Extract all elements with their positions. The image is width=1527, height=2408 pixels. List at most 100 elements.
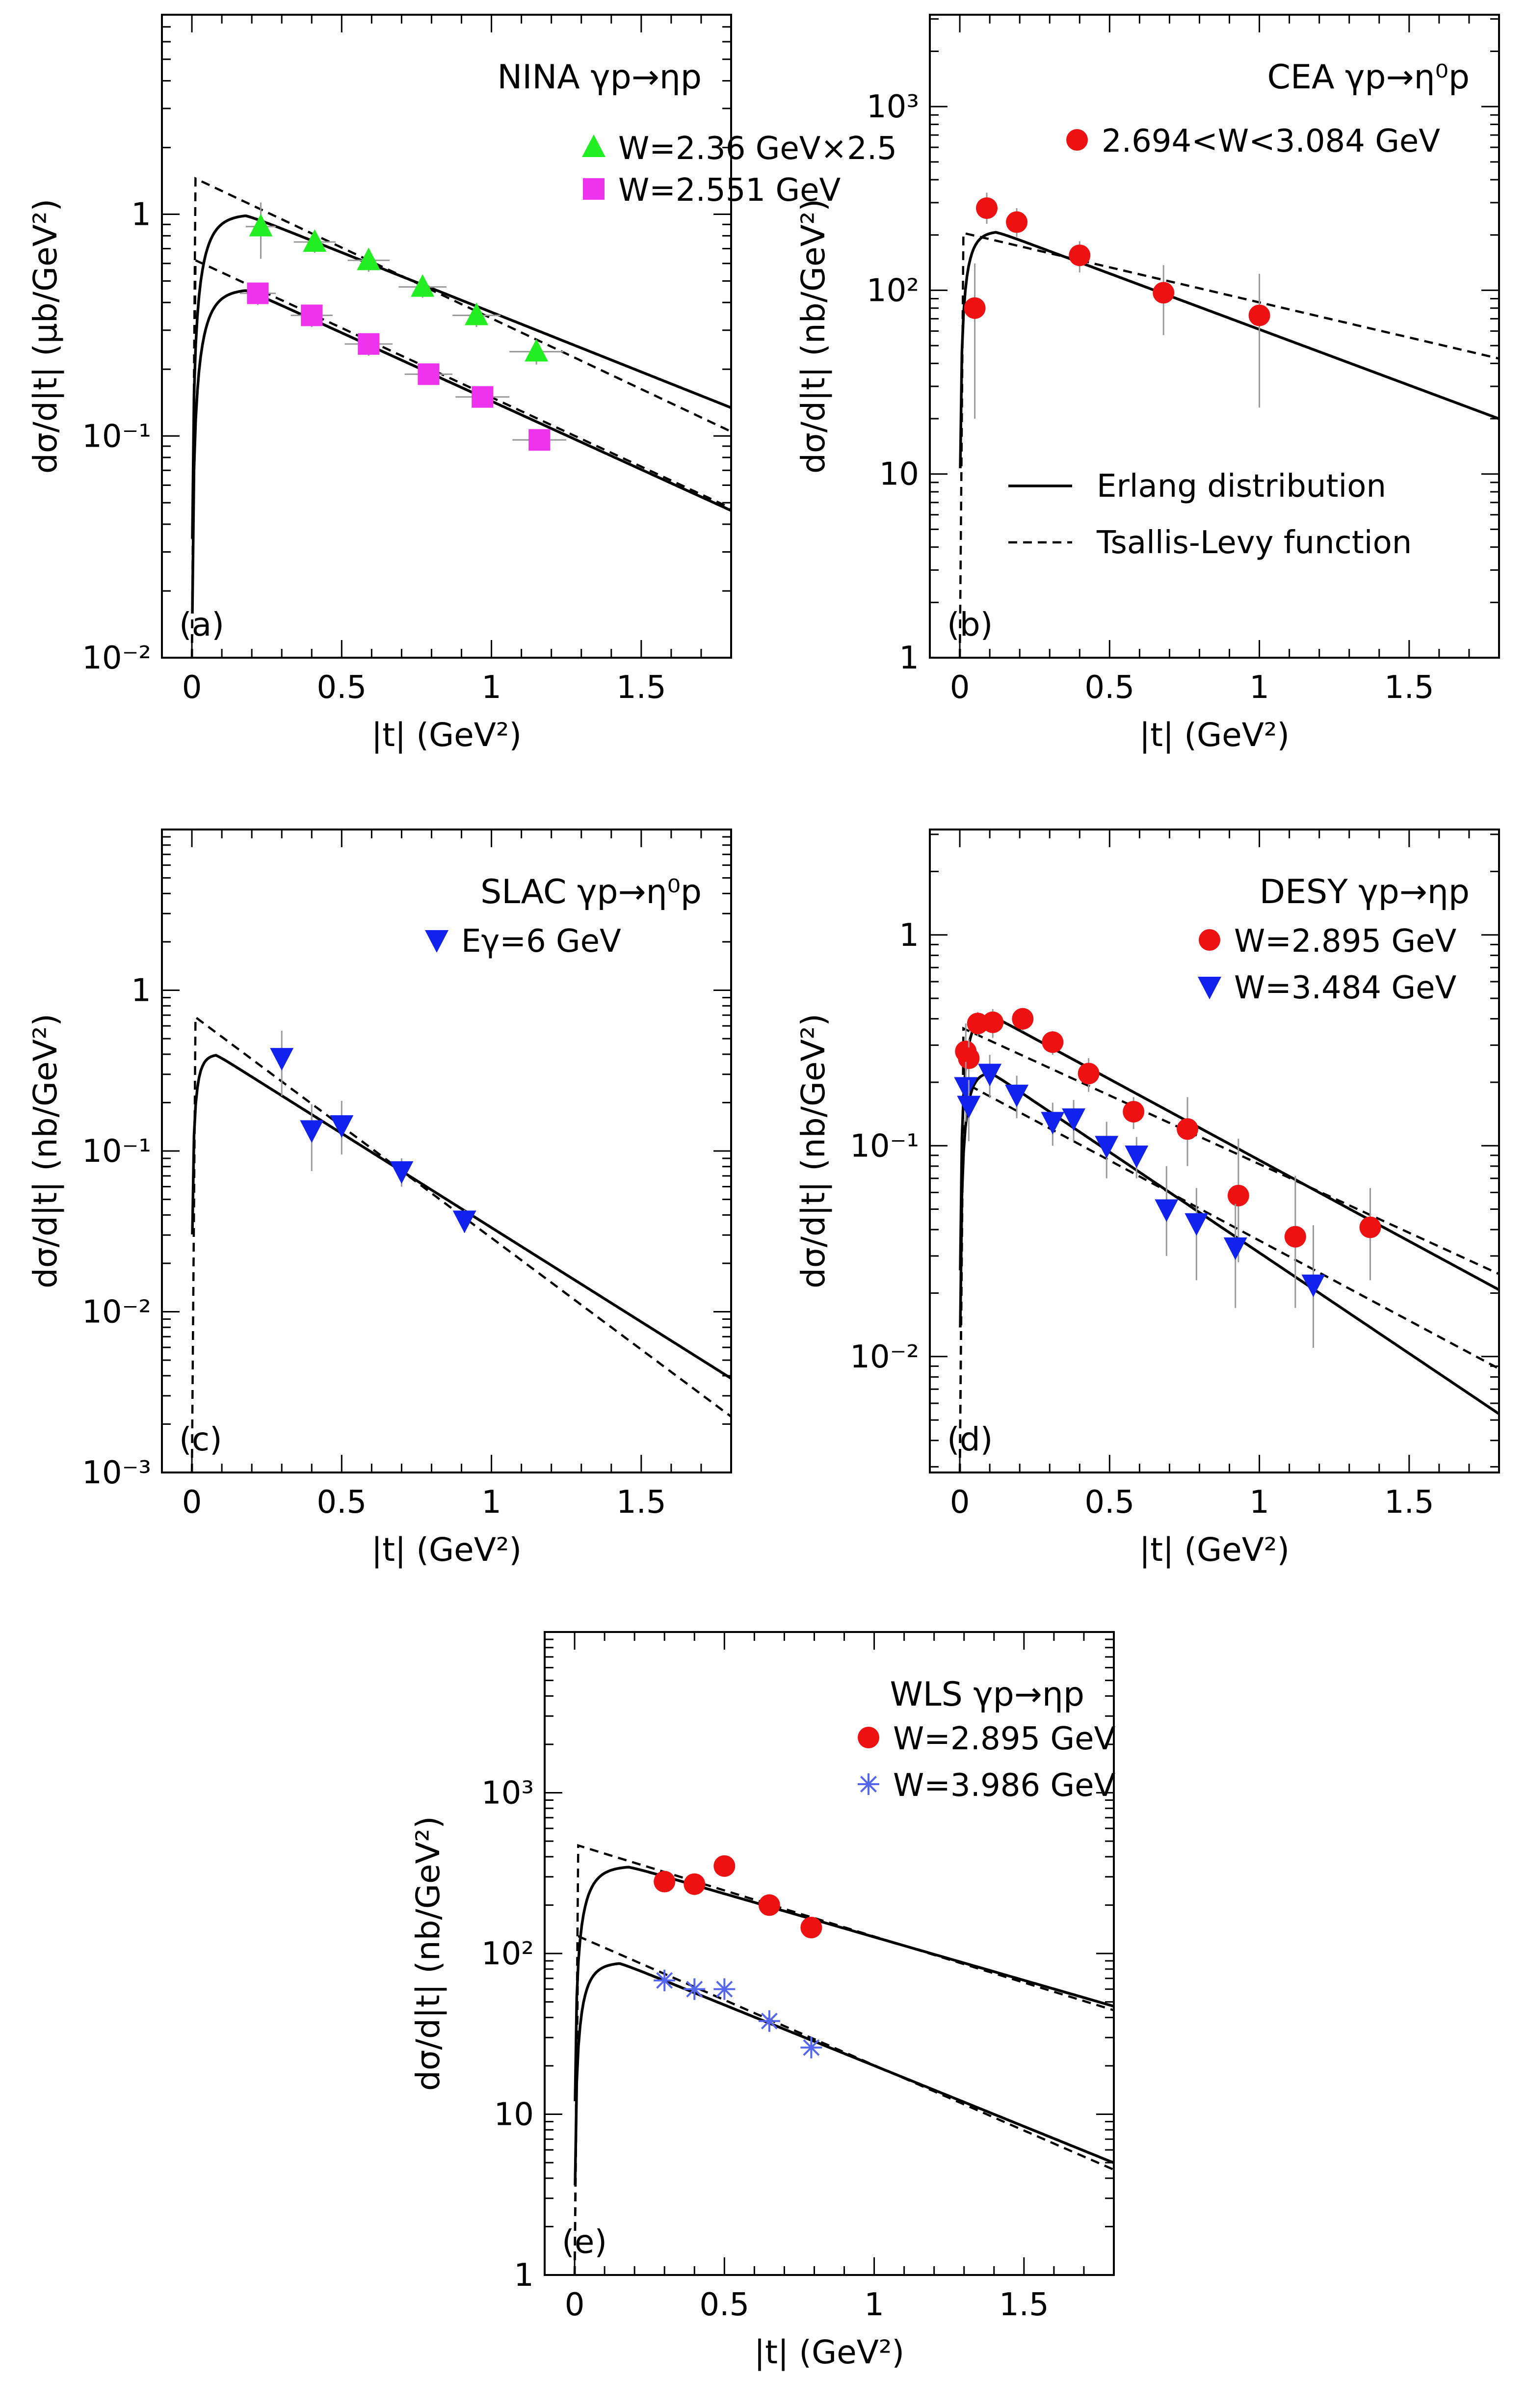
tsallis-curve-2 bbox=[190, 258, 731, 658]
x-tick-label: 0 bbox=[182, 669, 202, 706]
marker-stroke bbox=[656, 1972, 673, 1989]
tsallis-curve-1 bbox=[573, 1844, 1114, 2275]
y-tick-label: 10⁻² bbox=[82, 1294, 151, 1331]
series-1 bbox=[654, 1855, 822, 1939]
data-point bbox=[1155, 1199, 1179, 1222]
x-axis-label: |t| (GeV²) bbox=[371, 716, 522, 754]
legend-marker-1 bbox=[1066, 129, 1088, 151]
y-tick-label: 10⁻³ bbox=[82, 1455, 151, 1491]
legend-tsallis-label: Tsallis-Levy function bbox=[1096, 525, 1412, 561]
data-point bbox=[978, 1064, 1002, 1087]
data-point bbox=[301, 304, 323, 326]
data-point bbox=[1223, 1237, 1247, 1260]
x-axis-label: |t| (GeV²) bbox=[1139, 716, 1290, 754]
data-point bbox=[684, 1978, 706, 2000]
series-1 bbox=[955, 1008, 1381, 1308]
legend-label-1: W=2.895 GeV bbox=[893, 1721, 1115, 1757]
legend-marker-1 bbox=[858, 1727, 879, 1748]
legend-label-1: 2.694<W<3.084 GeV bbox=[1102, 123, 1440, 160]
x-tick-label: 1 bbox=[864, 2287, 884, 2323]
data-point bbox=[1042, 1031, 1064, 1053]
marker-stroke bbox=[860, 1776, 877, 1793]
x-axis-label: |t| (GeV²) bbox=[754, 2333, 904, 2371]
y-tick-label: 10⁻² bbox=[82, 640, 151, 676]
y-tick-label: 10⁻¹ bbox=[850, 1128, 919, 1164]
panel-title: WLS γp→ηp bbox=[890, 1675, 1084, 1714]
data-point bbox=[1125, 1145, 1149, 1168]
curves bbox=[573, 1844, 1114, 2275]
x-tick-label: 0.5 bbox=[1084, 1484, 1134, 1521]
data-point bbox=[957, 1096, 981, 1119]
x-tick-label: 0 bbox=[950, 669, 970, 706]
legend-label-2: W=3.986 GeV bbox=[893, 1767, 1115, 1804]
panel-e: 0 0.5 1 1.5 10³ 10² 10 1 |t| (GeV²) dσ/d|t| (nb/G… bbox=[409, 1631, 1115, 2371]
data-point bbox=[525, 339, 549, 362]
x-tick-label: 0 bbox=[950, 1484, 970, 1521]
data-point bbox=[390, 1161, 414, 1184]
data-point bbox=[1185, 1213, 1209, 1236]
data-point bbox=[247, 282, 269, 304]
curves bbox=[958, 231, 1499, 658]
data-point bbox=[411, 274, 435, 297]
y-tick-label: 1 bbox=[131, 197, 151, 233]
y-tick-label: 10 bbox=[494, 2097, 534, 2133]
tsallis-curve-1 bbox=[958, 1026, 1499, 1472]
data-point bbox=[654, 1871, 676, 1893]
x-tick-label: 1.5 bbox=[1384, 669, 1434, 706]
series-1 bbox=[964, 192, 1270, 419]
data-point bbox=[1248, 304, 1270, 326]
y-tick-label: 1 bbox=[899, 640, 919, 676]
curves bbox=[190, 1015, 731, 1472]
tsallis-curve-1 bbox=[190, 1015, 731, 1472]
panel-title: DESY γp→ηp bbox=[1260, 873, 1470, 911]
plot-frame bbox=[929, 829, 1500, 1473]
data-point bbox=[1069, 244, 1091, 267]
data-point bbox=[358, 333, 380, 355]
legend-label-1: Eγ=6 GeV bbox=[461, 923, 621, 960]
data-point bbox=[300, 1120, 324, 1143]
x-tick-label: 0 bbox=[182, 1484, 202, 1521]
x-tick-label: 0.5 bbox=[1084, 669, 1134, 706]
x-tick-label: 1 bbox=[1249, 1484, 1269, 1521]
y-axis-label: dσ/d|t| (nb/GeV²) bbox=[409, 1816, 447, 2091]
legend-marker-2 bbox=[583, 178, 605, 200]
panel-label: (d) bbox=[947, 1420, 993, 1458]
data-point bbox=[958, 1047, 980, 1070]
y-axis-label: dσ/d|t| (nb/GeV²) bbox=[794, 1014, 832, 1288]
data-point bbox=[976, 197, 998, 219]
data-point bbox=[1062, 1108, 1086, 1131]
curves bbox=[190, 177, 731, 658]
data-point bbox=[982, 1011, 1004, 1033]
data-point bbox=[684, 1873, 706, 1895]
data-point bbox=[472, 386, 494, 408]
x-tick-label: 0.5 bbox=[316, 1484, 367, 1521]
data-point bbox=[713, 1855, 736, 1877]
data-point bbox=[1078, 1063, 1100, 1085]
data-point bbox=[954, 1077, 978, 1100]
tsallis-curve-1 bbox=[190, 177, 731, 658]
data-point bbox=[249, 214, 273, 237]
data-point bbox=[713, 1978, 736, 2000]
marker-stroke bbox=[686, 1980, 703, 1998]
x-tick-label: 1 bbox=[1249, 669, 1269, 706]
data-point bbox=[1153, 282, 1175, 304]
x-tick-label: 1 bbox=[481, 1484, 501, 1521]
legend-marker-1 bbox=[582, 134, 606, 157]
erlang-curve-2 bbox=[191, 289, 731, 614]
erlang-curve-2 bbox=[574, 1962, 1114, 2186]
data-point bbox=[1005, 1084, 1029, 1107]
legend-marker-2 bbox=[1198, 977, 1221, 999]
x-axis-label: |t| (GeV²) bbox=[1139, 1531, 1290, 1569]
panel-title: CEA γp→η⁰p bbox=[1267, 58, 1470, 97]
x-tick-label: 1.5 bbox=[999, 2287, 1049, 2323]
series-2 bbox=[654, 1969, 822, 2059]
y-tick-label: 10² bbox=[481, 1936, 534, 1972]
data-point bbox=[303, 229, 327, 252]
data-point bbox=[758, 1894, 780, 1916]
data-point bbox=[1301, 1274, 1325, 1297]
series-1 bbox=[270, 1030, 476, 1233]
y-tick-label: 10⁻¹ bbox=[82, 1133, 151, 1170]
tsallis-curve-1 bbox=[958, 231, 1499, 658]
data-point bbox=[1012, 1008, 1034, 1030]
y-tick-label: 10⁻¹ bbox=[82, 418, 151, 455]
